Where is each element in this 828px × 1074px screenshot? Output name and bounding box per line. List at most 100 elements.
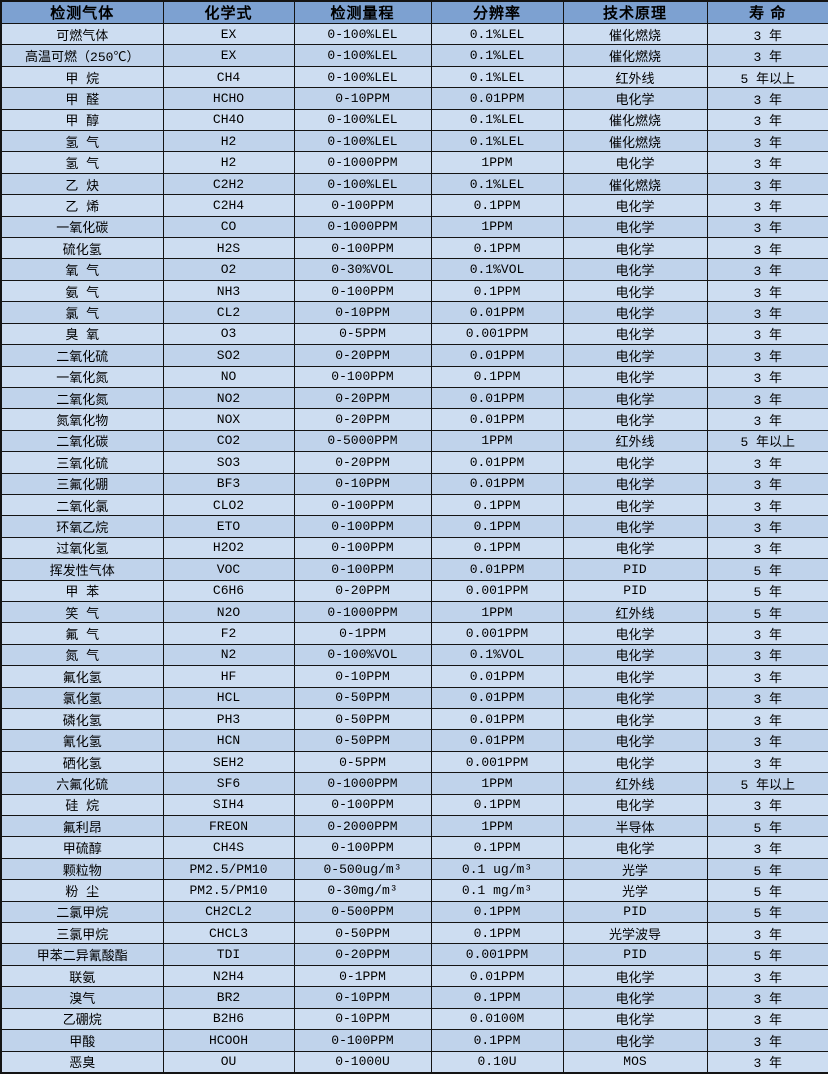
table-row: 氢 气 H2 0-1000PPM 1PPM 电化学 3 年 <box>0 151 828 174</box>
cell-lifespan: 5 年以上 <box>706 429 828 453</box>
table-row: 过氧化氢 H2O2 0-100PPM 0.1PPM 电化学 3 年 <box>0 536 828 560</box>
cell-principle: 红外线 <box>562 600 708 624</box>
table-row: 氮氧化物 NOX 0-20PPM 0.01PPM 电化学 3 年 <box>0 408 828 431</box>
cell-lifespan: 5 年 <box>706 815 828 838</box>
cell-resolution: 0.1PPM <box>430 515 564 538</box>
cell-principle: PID <box>562 943 708 966</box>
cell-lifespan: 5 年 <box>706 857 828 881</box>
cell-principle: 电化学 <box>562 322 708 346</box>
cell-formula: NO <box>162 365 295 388</box>
cell-lifespan: 3 年 <box>706 1007 828 1031</box>
table-row: 氟 气 F2 0-1PPM 0.001PPM 电化学 3 年 <box>0 622 828 645</box>
cell-gas: 挥发性气体 <box>0 558 164 581</box>
cell-gas: 氟化氢 <box>0 665 164 688</box>
cell-principle: 催化燃烧 <box>562 108 708 132</box>
table-row: 氯化氢 HCL 0-50PPM 0.01PPM 电化学 3 年 <box>0 686 828 710</box>
cell-principle: 电化学 <box>562 964 708 988</box>
cell-gas: 硒化氢 <box>0 750 164 774</box>
table-row: 氟化氢 HF 0-10PPM 0.01PPM 电化学 3 年 <box>0 665 828 688</box>
column-header-range: 检测量程 <box>293 0 432 24</box>
cell-principle: 光学 <box>562 857 708 881</box>
cell-lifespan: 3 年 <box>706 108 828 132</box>
cell-range: 0-100PPM <box>293 194 432 217</box>
cell-lifespan: 3 年 <box>706 22 828 46</box>
table-row: 三氟化硼 BF3 0-10PPM 0.01PPM 电化学 3 年 <box>0 472 828 495</box>
cell-range: 0-30mg/m³ <box>293 879 432 902</box>
cell-formula: HF <box>162 665 295 688</box>
cell-gas: 氢 气 <box>0 130 164 153</box>
cell-lifespan: 3 年 <box>706 729 828 752</box>
cell-formula: ETO <box>162 515 295 538</box>
cell-gas: 氮 气 <box>0 643 164 667</box>
cell-gas: 二氧化碳 <box>0 429 164 453</box>
cell-gas: 联氨 <box>0 964 164 988</box>
cell-principle: 电化学 <box>562 622 708 645</box>
cell-range: 0-100%VOL <box>293 643 432 667</box>
column-header-resolution: 分辨率 <box>430 0 564 24</box>
cell-resolution: 0.1 ug/m³ <box>430 857 564 881</box>
cell-principle: 电化学 <box>562 194 708 217</box>
cell-lifespan: 3 年 <box>706 986 828 1009</box>
cell-resolution: 0.01PPM <box>430 344 564 367</box>
cell-resolution: 0.01PPM <box>430 729 564 752</box>
cell-resolution: 0.1PPM <box>430 237 564 260</box>
cell-range: 0-1PPM <box>293 964 432 988</box>
table-row: 恶臭 OU 0-1000U 0.10U MOS 3 年 <box>0 1050 828 1074</box>
cell-gas: 乙 炔 <box>0 172 164 196</box>
cell-formula: O3 <box>162 322 295 346</box>
cell-range: 0-10PPM <box>293 665 432 688</box>
cell-principle: 电化学 <box>562 215 708 239</box>
cell-resolution: 0.01PPM <box>430 707 564 731</box>
cell-gas: 三氯甲烷 <box>0 922 164 945</box>
cell-range: 0-10PPM <box>293 301 432 324</box>
cell-formula: CH4S <box>162 836 295 859</box>
cell-gas: 磷化氢 <box>0 707 164 731</box>
cell-gas: 二氧化氮 <box>0 386 164 410</box>
cell-range: 0-10PPM <box>293 87 432 110</box>
cell-gas: 恶臭 <box>0 1050 164 1074</box>
cell-range: 0-100PPM <box>293 836 432 859</box>
cell-resolution: 0.001PPM <box>430 943 564 966</box>
cell-resolution: 0.1%VOL <box>430 643 564 667</box>
cell-gas: 氟利昂 <box>0 815 164 838</box>
cell-formula: PH3 <box>162 707 295 731</box>
cell-resolution: 1PPM <box>430 215 564 239</box>
cell-range: 0-100%LEL <box>293 65 432 89</box>
cell-principle: 电化学 <box>562 279 708 303</box>
cell-formula: VOC <box>162 558 295 581</box>
cell-principle: 电化学 <box>562 729 708 752</box>
cell-principle: 红外线 <box>562 429 708 453</box>
cell-range: 0-50PPM <box>293 707 432 731</box>
cell-gas: 臭 氧 <box>0 322 164 346</box>
cell-range: 0-100PPM <box>293 493 432 517</box>
cell-range: 0-20PPM <box>293 579 432 602</box>
cell-gas: 三氧化硫 <box>0 451 164 474</box>
cell-lifespan: 3 年 <box>706 922 828 945</box>
cell-gas: 环氧乙烷 <box>0 515 164 538</box>
cell-formula: NO2 <box>162 386 295 410</box>
cell-resolution: 0.01PPM <box>430 301 564 324</box>
cell-resolution: 0.001PPM <box>430 622 564 645</box>
table-row: 粉 尘 PM2.5/PM10 0-30mg/m³ 0.1 mg/m³ 光学 5 年 <box>0 879 828 902</box>
cell-range: 0-5000PPM <box>293 429 432 453</box>
cell-range: 0-500ug/m³ <box>293 857 432 881</box>
cell-formula: BR2 <box>162 986 295 1009</box>
cell-formula: C2H4 <box>162 194 295 217</box>
cell-lifespan: 3 年 <box>706 665 828 688</box>
cell-formula: SIH4 <box>162 793 295 817</box>
cell-lifespan: 5 年 <box>706 579 828 602</box>
cell-range: 0-100PPM <box>293 1029 432 1052</box>
cell-lifespan: 5 年以上 <box>706 772 828 795</box>
cell-resolution: 0.01PPM <box>430 558 564 581</box>
cell-gas: 过氧化氢 <box>0 536 164 560</box>
cell-lifespan: 3 年 <box>706 493 828 517</box>
table-row: 三氧化硫 SO3 0-20PPM 0.01PPM 电化学 3 年 <box>0 451 828 474</box>
cell-principle: 半导体 <box>562 815 708 838</box>
cell-principle: 电化学 <box>562 1029 708 1052</box>
cell-gas: 氢 气 <box>0 151 164 174</box>
cell-range: 0-20PPM <box>293 344 432 367</box>
cell-formula: CH2CL2 <box>162 900 295 924</box>
table-row: 硒化氢 SEH2 0-5PPM 0.001PPM 电化学 3 年 <box>0 750 828 774</box>
table-row: 甲 苯 C6H6 0-20PPM 0.001PPM PID 5 年 <box>0 579 828 602</box>
cell-resolution: 1PPM <box>430 815 564 838</box>
